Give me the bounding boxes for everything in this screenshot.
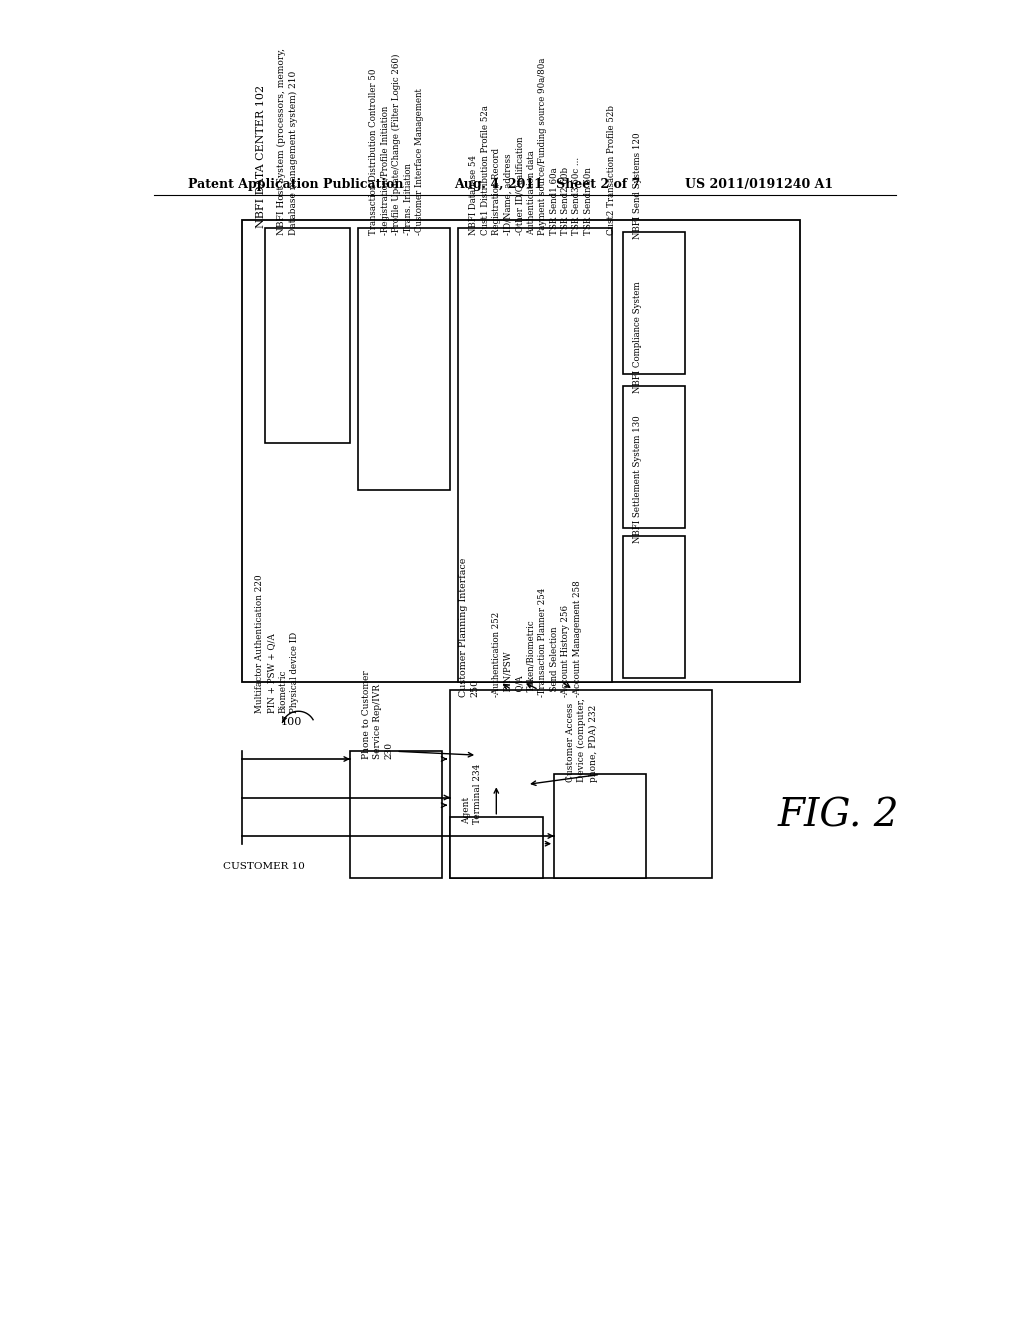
Text: -Authentication 252
  PIN/PSW
  Q/A
  Token/Biometric
-Transaction Planner 254
 : -Authentication 252 PIN/PSW Q/A Token/Bi…	[493, 581, 582, 697]
Text: 100: 100	[281, 717, 302, 726]
Text: NBFI Host System (processors, memory,
Database management system) 210: NBFI Host System (processors, memory, Da…	[276, 49, 298, 235]
Bar	[624, 536, 685, 678]
Text: NBFI DATA CENTER 102: NBFI DATA CENTER 102	[256, 84, 266, 227]
Text: NBFI Database 54
Cust1 Distribution Profile 52a
Registration Record
-ID/Name, ad: NBFI Database 54 Cust1 Distribution Prof…	[469, 58, 615, 235]
Bar	[451, 689, 712, 878]
Bar	[350, 751, 442, 878]
Text: Customer Planning Interface
250: Customer Planning Interface 250	[460, 558, 480, 697]
Text: Phone to Customer
Service Rep/IVR
230: Phone to Customer Service Rep/IVR 230	[361, 671, 393, 759]
Text: NBFI Compliance System: NBFI Compliance System	[633, 281, 642, 393]
Text: Patent Application Publication: Patent Application Publication	[188, 178, 403, 190]
Text: US 2011/0191240 A1: US 2011/0191240 A1	[685, 178, 834, 190]
Bar	[624, 231, 685, 374]
Text: CUSTOMER 10: CUSTOMER 10	[223, 862, 305, 871]
Text: NBFI Settlement System 130: NBFI Settlement System 130	[633, 416, 642, 544]
Bar	[357, 227, 451, 490]
Text: FIG. 2: FIG. 2	[777, 797, 899, 834]
Text: Customer Access
Device (computer,
phone, PDA) 232: Customer Access Device (computer, phone,…	[565, 698, 598, 781]
Bar	[243, 220, 801, 682]
Text: Multifactor Authentication 220
PIN + PSW + Q/A
Biometric
Physical device ID: Multifactor Authentication 220 PIN + PSW…	[255, 574, 299, 713]
Text: Agent
Terminal 234: Agent Terminal 234	[462, 764, 482, 825]
Bar	[451, 817, 543, 878]
Bar	[265, 228, 350, 444]
Bar	[458, 227, 611, 682]
Text: NBFI Send Systems 120: NBFI Send Systems 120	[633, 132, 642, 239]
Bar	[554, 775, 646, 878]
Text: Transaction Distribution Controller 50
-Registration/Profile Initiation
-Profile: Transaction Distribution Controller 50 -…	[370, 54, 424, 235]
Text: Aug. 4, 2011   Sheet 2 of 7: Aug. 4, 2011 Sheet 2 of 7	[454, 178, 640, 190]
Bar	[624, 385, 685, 528]
